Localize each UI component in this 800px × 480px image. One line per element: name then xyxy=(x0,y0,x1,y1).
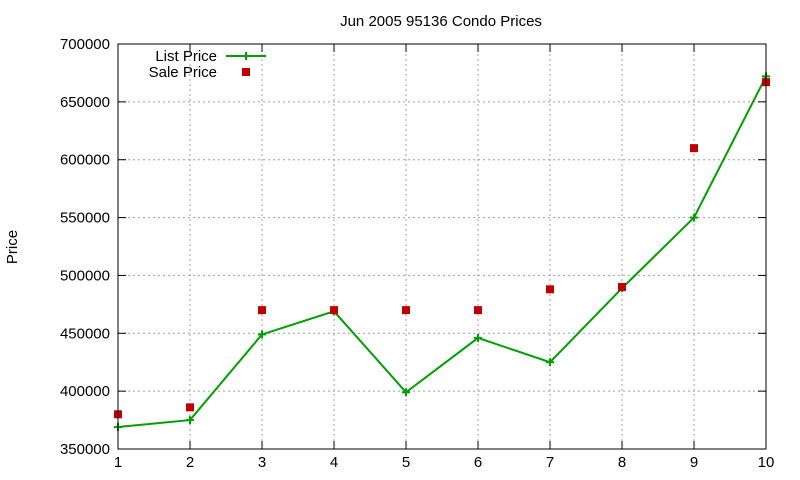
sale-price-point xyxy=(186,403,194,412)
x-tick-label: 5 xyxy=(402,454,410,471)
x-tick-label: 3 xyxy=(258,454,266,471)
list-price-point xyxy=(546,358,554,367)
x-tick-label: 10 xyxy=(758,454,775,471)
list-price-point xyxy=(690,213,698,222)
list-price-line xyxy=(117,75,767,429)
sale-price-point xyxy=(258,306,266,315)
list-price-point xyxy=(474,333,482,342)
list-price-point xyxy=(186,416,194,425)
x-tick-label: 6 xyxy=(474,454,482,471)
y-tick-label: 500000 xyxy=(60,267,110,284)
sale-price-point xyxy=(402,306,410,315)
sale-price-point xyxy=(618,283,626,291)
plot-frame xyxy=(117,43,767,450)
x-tick-label: 2 xyxy=(186,454,194,471)
y-axis-ticks: 350000 400000 450000 500000 550000 600000 6500… xyxy=(60,36,766,458)
x-tick-label: 4 xyxy=(330,454,338,471)
y-tick-label: 350000 xyxy=(60,441,110,458)
y-axis-title: Price xyxy=(4,230,21,264)
x-tick-label: 9 xyxy=(690,454,698,471)
sale-price-point xyxy=(474,306,482,315)
legend-swatch-sale-price xyxy=(242,68,250,76)
y-tick-label: 400000 xyxy=(60,383,110,400)
legend-label-list-price: List Price xyxy=(155,48,217,65)
list-price-point xyxy=(258,330,266,339)
sale-price-point xyxy=(546,285,554,294)
y-tick-label: 650000 xyxy=(60,94,110,111)
grid xyxy=(118,44,766,449)
y-tick-label: 600000 xyxy=(60,152,110,169)
x-tick-label: 7 xyxy=(546,454,554,471)
chart-title: Jun 2005 95136 Condo Prices xyxy=(340,13,542,30)
legend-label-sale-price: Sale Price xyxy=(149,64,217,81)
list-price-point xyxy=(402,388,410,397)
y-tick-label: 450000 xyxy=(60,325,110,342)
sale-price-point xyxy=(690,144,698,153)
x-tick-label: 8 xyxy=(618,454,626,471)
series-layer xyxy=(114,72,770,432)
x-axis-ticks: 1 2 3 4 5 6 7 8 9 10 xyxy=(114,44,775,471)
y-tick-label: 550000 xyxy=(60,210,110,227)
x-tick-label: 1 xyxy=(114,454,122,471)
sale-price-point xyxy=(330,306,338,315)
y-tick-label: 700000 xyxy=(60,36,110,53)
